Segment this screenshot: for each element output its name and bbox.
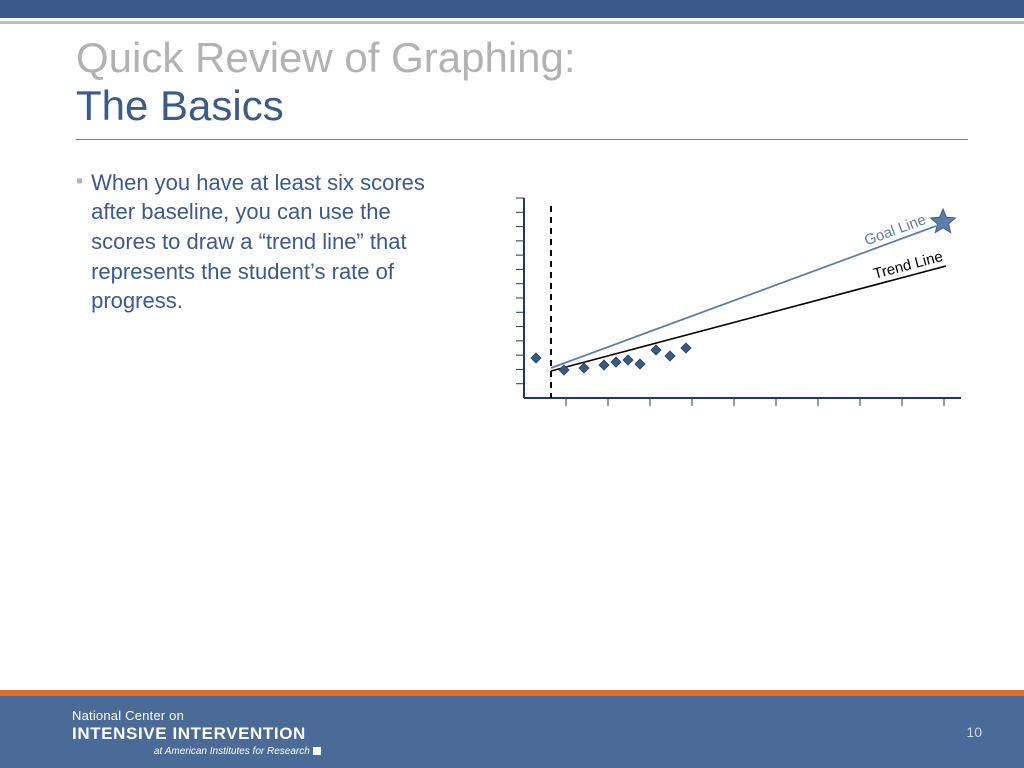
slide-content: Quick Review of Graphing: The Basics ▪ W… — [0, 24, 1024, 423]
progress-chart: Goal LineTrend Line — [496, 188, 966, 418]
footer-logo-line3: at American Institutes for Research — [72, 746, 1024, 757]
bullet-marker-icon: ▪ — [76, 168, 83, 195]
footer-blue-bar: National Center on INTENSIVE INTERVENTIO… — [0, 696, 1024, 768]
svg-text:Trend Line: Trend Line — [872, 248, 945, 283]
footer-square-icon — [313, 747, 321, 755]
footer-logo-line2: INTENSIVE INTERVENTION — [72, 724, 1024, 744]
title-underline — [76, 139, 968, 140]
title-line-1: Quick Review of Graphing: — [76, 34, 968, 82]
title-line-2: The Basics — [76, 82, 968, 130]
bullet-block: ▪ When you have at least six scores afte… — [76, 168, 456, 423]
bullet-text: When you have at least six scores after … — [91, 168, 456, 316]
footer: National Center on INTENSIVE INTERVENTIO… — [0, 690, 1024, 768]
top-blue-bar — [0, 0, 1024, 18]
svg-text:Goal Line: Goal Line — [862, 211, 928, 249]
footer-logo-line1: National Center on — [72, 708, 1024, 723]
chart-block: Goal LineTrend Line — [456, 168, 968, 423]
footer-logo-line3-text: at American Institutes for Research — [154, 746, 310, 757]
page-number: 10 — [966, 724, 982, 740]
body-row: ▪ When you have at least six scores afte… — [76, 168, 968, 423]
